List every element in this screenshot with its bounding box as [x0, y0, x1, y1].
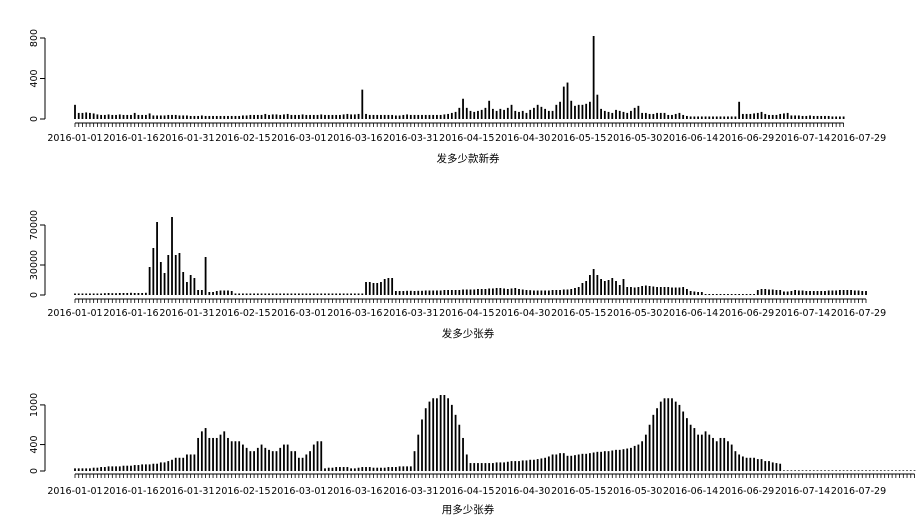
x-tick-label-12: 2016-06-29: [719, 133, 774, 144]
x-tick-label-9: 2016-05-15: [551, 133, 606, 144]
y-tick-label-2: 70000: [29, 210, 40, 240]
x-tick-label-11: 2016-06-14: [663, 486, 718, 497]
x-tick-label-1: 2016-01-16: [103, 133, 158, 144]
x-tick-label-6: 2016-03-31: [383, 308, 438, 319]
x-tick-label-4: 2016-03-01: [271, 308, 326, 319]
x-axis-title: 发多少张券: [442, 327, 495, 340]
x-tick-label-1: 2016-01-16: [103, 308, 158, 319]
x-axis-title: 发多少款新券: [437, 152, 500, 165]
x-tick-label-9: 2016-05-15: [551, 308, 606, 319]
x-tick-label-9: 2016-05-15: [551, 486, 606, 497]
x-tick-label-5: 2016-03-16: [327, 486, 382, 497]
x-tick-label-4: 2016-03-01: [271, 133, 326, 144]
y-tick-label-2: 800: [29, 29, 40, 47]
x-tick-label-3: 2016-02-15: [215, 308, 270, 319]
x-tick-label-12: 2016-06-29: [719, 486, 774, 497]
y-tick-label-0: 0: [29, 292, 40, 298]
x-tick-label-10: 2016-05-30: [607, 308, 662, 319]
x-tick-label-6: 2016-03-31: [383, 133, 438, 144]
y-tick-label-1: 400: [29, 435, 40, 453]
y-tick-label-2: 1000: [29, 393, 40, 417]
x-tick-label-0: 2016-01-01: [47, 308, 102, 319]
x-tick-label-3: 2016-02-15: [215, 133, 270, 144]
x-tick-label-2: 2016-01-31: [159, 133, 214, 144]
x-tick-label-7: 2016-04-15: [439, 486, 494, 497]
x-tick-label-2: 2016-01-31: [159, 308, 214, 319]
x-tick-label-3: 2016-02-15: [215, 486, 270, 497]
x-tick-label-13: 2016-07-14: [775, 486, 830, 497]
x-tick-label-5: 2016-03-16: [327, 308, 382, 319]
x-tick-label-14: 2016-07-29: [831, 486, 886, 497]
x-tick-label-0: 2016-01-01: [47, 133, 102, 144]
x-tick-label-13: 2016-07-14: [775, 133, 830, 144]
x-tick-label-8: 2016-04-30: [495, 486, 550, 497]
x-tick-label-0: 2016-01-01: [47, 486, 102, 497]
x-tick-label-7: 2016-04-15: [439, 308, 494, 319]
y-tick-label-1: 400: [29, 69, 40, 87]
y-tick-label-0: 0: [29, 116, 40, 122]
x-tick-label-2: 2016-01-31: [159, 486, 214, 497]
x-tick-label-13: 2016-07-14: [775, 308, 830, 319]
x-tick-label-8: 2016-04-30: [495, 133, 550, 144]
x-tick-label-11: 2016-06-14: [663, 308, 718, 319]
x-axis-title: 用多少张券: [442, 503, 495, 516]
x-tick-label-14: 2016-07-29: [831, 308, 886, 319]
y-tick-label-0: 0: [29, 468, 40, 474]
y-tick-label-1: 30000: [29, 250, 40, 280]
x-tick-label-14: 2016-07-29: [831, 133, 886, 144]
x-tick-label-12: 2016-06-29: [719, 308, 774, 319]
x-tick-label-4: 2016-03-01: [271, 486, 326, 497]
x-tick-label-8: 2016-04-30: [495, 308, 550, 319]
x-tick-label-11: 2016-06-14: [663, 133, 718, 144]
x-tick-label-10: 2016-05-30: [607, 133, 662, 144]
chart-2: 0 30000 70000 2016-01-01 2016-01-16 2016-01-3…: [29, 210, 886, 340]
x-tick-label-10: 2016-05-30: [607, 486, 662, 497]
x-tick-label-1: 2016-01-16: [103, 486, 158, 497]
x-tick-label-6: 2016-03-31: [383, 486, 438, 497]
x-tick-label-5: 2016-03-16: [327, 133, 382, 144]
x-tick-label-7: 2016-04-15: [439, 133, 494, 144]
